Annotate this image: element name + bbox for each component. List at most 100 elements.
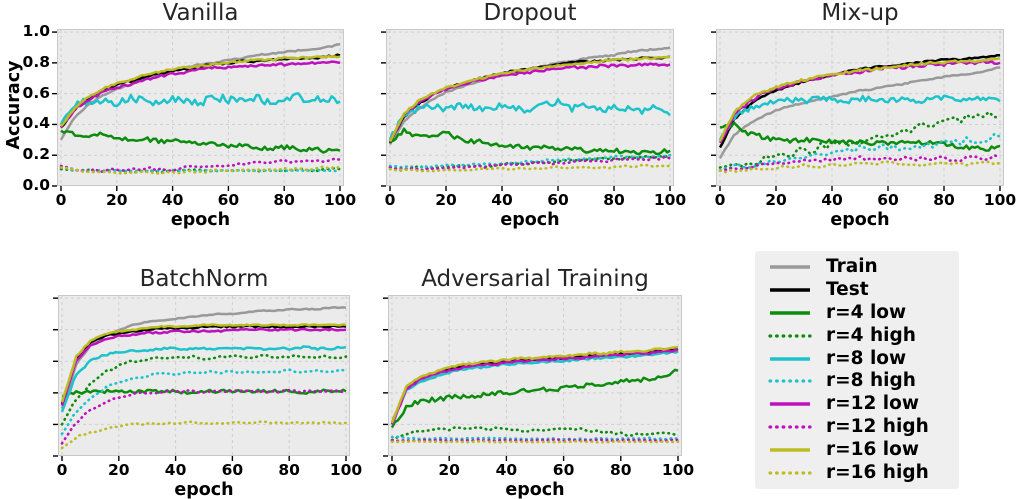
series-r-4-high bbox=[60, 353, 348, 426]
x-tick-label: 80 bbox=[603, 191, 625, 209]
legend-item-test: Test bbox=[767, 279, 959, 302]
legend-item-label: r=12 high bbox=[826, 415, 929, 437]
legend-item-r-12-low: r=12 low bbox=[767, 393, 959, 416]
plot-area-mix-up bbox=[711, 29, 1004, 191]
series-train bbox=[718, 66, 1001, 159]
legend-solid-line-swatch bbox=[770, 447, 810, 452]
series-r-8-low bbox=[718, 94, 1001, 141]
legend-dotted-line-swatch bbox=[768, 334, 812, 338]
x-tick-label: 100 bbox=[329, 461, 363, 479]
series-r-12-high bbox=[60, 388, 348, 445]
x-tick-label: 60 bbox=[217, 191, 240, 209]
x-tick-label: 60 bbox=[877, 191, 899, 209]
x-axis-label: epoch bbox=[830, 210, 890, 230]
x-tick-label: 40 bbox=[495, 461, 518, 479]
legend-dotted-line-swatch bbox=[768, 379, 812, 383]
chart-title-adversarial-training: Adversarial Training bbox=[421, 266, 649, 292]
x-tick-label: 0 bbox=[56, 461, 68, 479]
y-tick-label: 0.6 bbox=[22, 83, 50, 102]
series-r-16-high bbox=[718, 160, 1002, 174]
y-tick-label: 0.4 bbox=[22, 114, 50, 133]
series-r-4-low bbox=[390, 368, 679, 429]
plot-area-batchnorm bbox=[53, 295, 350, 461]
y-axis-label: Accuracy bbox=[4, 60, 24, 149]
x-axis-label: epoch bbox=[170, 210, 231, 230]
series-r-8-low bbox=[390, 350, 679, 425]
legend-item-r-12-high: r=12 high bbox=[767, 416, 959, 439]
x-tick-label: 20 bbox=[108, 461, 130, 479]
series-r-12-high bbox=[390, 438, 680, 443]
x-tick-label: 100 bbox=[653, 191, 687, 209]
legend-dotted-line-swatch bbox=[768, 470, 812, 475]
x-tick-label: 100 bbox=[983, 191, 1017, 209]
series-r-12-high bbox=[388, 155, 672, 172]
series-r-4-low bbox=[719, 121, 1001, 152]
legend-item-r-4-high: r=4 high bbox=[767, 324, 959, 347]
legend-item-label: r=4 high bbox=[826, 324, 916, 346]
series-r-4-high bbox=[390, 425, 680, 442]
x-tick-label: 40 bbox=[164, 461, 187, 479]
legend-dotted-line-swatch bbox=[768, 425, 812, 429]
legend-item-label: r=8 high bbox=[826, 370, 916, 392]
x-tick-label: 100 bbox=[323, 191, 357, 209]
legend-item-r-16-low: r=16 low bbox=[767, 438, 959, 461]
legend-solid-line-swatch bbox=[770, 265, 810, 270]
series-test bbox=[60, 324, 347, 405]
plot-area-dropout bbox=[381, 29, 674, 191]
x-tick-label: 0 bbox=[384, 191, 396, 209]
legend-item-r-8-low: r=8 low bbox=[767, 347, 959, 370]
series-r-4-low bbox=[389, 127, 671, 156]
x-tick-label: 80 bbox=[273, 191, 295, 209]
series-r-8-high bbox=[390, 435, 680, 441]
legend-item-train: Train bbox=[767, 256, 959, 279]
x-tick-label: 100 bbox=[661, 461, 695, 479]
series-r-12-low bbox=[60, 327, 347, 406]
x-tick-label: 80 bbox=[278, 461, 300, 479]
legend-solid-line-swatch bbox=[770, 356, 810, 361]
x-tick-label: 20 bbox=[765, 191, 787, 209]
x-tick-label: 0 bbox=[714, 191, 726, 209]
chart-title-vanilla: Vanilla bbox=[162, 0, 239, 26]
x-axis-label: epoch bbox=[505, 480, 565, 499]
x-axis-label: epoch bbox=[500, 210, 560, 230]
x-tick-label: 40 bbox=[491, 191, 513, 209]
x-tick-label: 80 bbox=[610, 461, 632, 479]
series-r-12-low bbox=[59, 60, 341, 129]
legend-item-label: Train bbox=[826, 256, 878, 278]
x-tick-label: 20 bbox=[106, 191, 128, 209]
legend-solid-line-swatch bbox=[770, 311, 810, 315]
series-r-16-low bbox=[390, 345, 679, 424]
legend-solid-line-swatch bbox=[770, 402, 810, 406]
legend-item-label: r=12 low bbox=[826, 393, 919, 415]
legend: Train Test r=4 low r=4 high r=8 low r=8 high r… bbox=[755, 251, 959, 489]
series-r-8-high bbox=[60, 368, 348, 436]
series-r-16-low bbox=[60, 323, 347, 403]
plot-area-vanilla bbox=[52, 29, 344, 191]
y-tick-label: 0.8 bbox=[22, 52, 50, 71]
series-r-8-low bbox=[59, 92, 341, 125]
legend-item-label: r=16 low bbox=[826, 438, 919, 460]
y-tick-label: 1.0 bbox=[22, 22, 50, 41]
legend-item-r-8-high: r=8 high bbox=[767, 370, 959, 393]
x-tick-label: 0 bbox=[386, 461, 398, 479]
chart-title-dropout: Dropout bbox=[483, 0, 577, 26]
series-r-8-high bbox=[718, 132, 1002, 172]
legend-item-label: Test bbox=[826, 279, 869, 301]
legend-item-label: r=16 high bbox=[826, 461, 929, 483]
series-r-8-high bbox=[388, 153, 672, 171]
series-r-4-high bbox=[388, 153, 672, 172]
series-r-16-low bbox=[60, 54, 341, 127]
x-tick-label: 20 bbox=[438, 461, 460, 479]
series-r-16-high bbox=[388, 163, 672, 173]
series-r-12-high bbox=[718, 154, 1002, 172]
x-tick-label: 40 bbox=[821, 191, 843, 209]
x-tick-label: 60 bbox=[552, 461, 575, 479]
legend-item-r-4-low: r=4 low bbox=[767, 302, 959, 325]
x-tick-label: 0 bbox=[55, 191, 67, 209]
x-tick-label: 60 bbox=[221, 461, 244, 479]
series-r-16-high bbox=[390, 440, 680, 444]
plot-area-adversarial-training bbox=[383, 295, 682, 461]
series-r-4-low bbox=[60, 129, 341, 154]
legend-item-label: r=8 low bbox=[826, 347, 907, 369]
series-r-8-low bbox=[60, 345, 347, 413]
